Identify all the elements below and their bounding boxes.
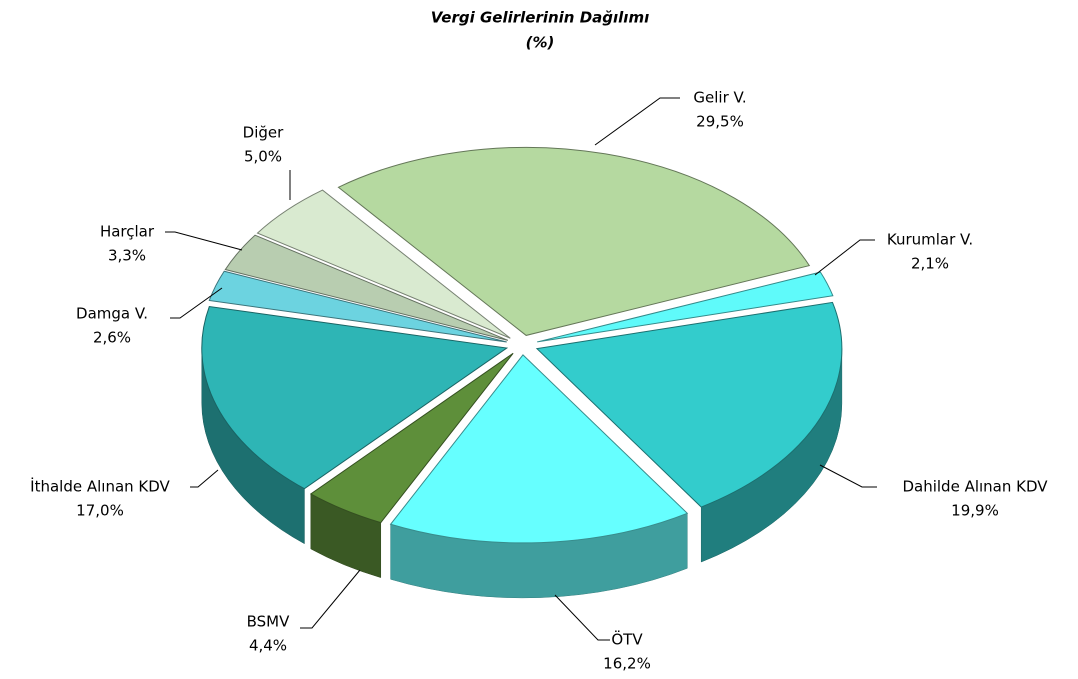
slice-label: Gelir V. (693, 89, 746, 107)
slice-value-label: 2,1% (911, 255, 949, 273)
leader-line (165, 231, 243, 251)
leader-line (594, 97, 680, 146)
slice-value-label: 16,2% (603, 655, 651, 673)
slice (337, 146, 811, 336)
slice-value-label: 2,6% (93, 329, 131, 347)
walls (201, 348, 843, 599)
slice (256, 189, 511, 339)
slice-label: BSMV (247, 613, 290, 631)
slice (208, 270, 507, 343)
slice (537, 271, 834, 343)
slice-label: Dahilde Alınan KDV (902, 478, 1048, 496)
tops (201, 146, 843, 544)
slice (535, 301, 843, 508)
leader-line (170, 287, 223, 319)
slice-value-label: 17,0% (76, 502, 124, 520)
slice-label: Kurumlar V. (887, 231, 973, 249)
leader-line (814, 239, 875, 276)
slice-label: ÖTV (611, 630, 643, 649)
labels: Gelir V. 29,5% Kurumlar V. 2,1% Dahilde Alın… (30, 89, 1048, 673)
slice-value-label: 19,9% (951, 502, 999, 520)
leader-line (190, 469, 219, 488)
slice (309, 352, 514, 524)
chart-subtitle: (%) (526, 34, 555, 52)
slice-value-label: 5,0% (244, 148, 282, 166)
chart-title: Vergi Gelirlerinin Dağılımı (431, 9, 649, 27)
leader-line (819, 464, 877, 488)
slice (201, 305, 509, 490)
slice-label: Harçlar (100, 223, 155, 241)
slice (389, 354, 689, 544)
leader-line (300, 569, 361, 629)
slice-value-label: 3,3% (108, 247, 146, 265)
slice-label: Diğer (243, 124, 284, 142)
leader-line (554, 594, 610, 641)
slice (224, 234, 509, 341)
slice-label: Damga V. (76, 305, 148, 323)
slice-value-label: 4,4% (249, 637, 287, 655)
slice-label: İthalde Alınan KDV (30, 477, 170, 496)
slice-value-label: 29,5% (696, 113, 744, 131)
